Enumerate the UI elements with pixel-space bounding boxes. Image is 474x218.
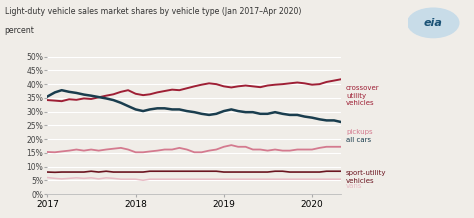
Text: crossover
utility
vehicles: crossover utility vehicles: [346, 85, 380, 106]
Text: sport-utility
vehicles: sport-utility vehicles: [346, 170, 386, 184]
Circle shape: [408, 8, 459, 38]
Text: all cars: all cars: [346, 137, 371, 143]
Text: percent: percent: [5, 26, 35, 35]
Text: vans: vans: [346, 183, 363, 189]
Text: Light-duty vehicle sales market shares by vehicle type (Jan 2017–Apr 2020): Light-duty vehicle sales market shares b…: [5, 7, 301, 15]
Text: pickups: pickups: [346, 129, 373, 135]
Text: eia: eia: [424, 18, 443, 28]
